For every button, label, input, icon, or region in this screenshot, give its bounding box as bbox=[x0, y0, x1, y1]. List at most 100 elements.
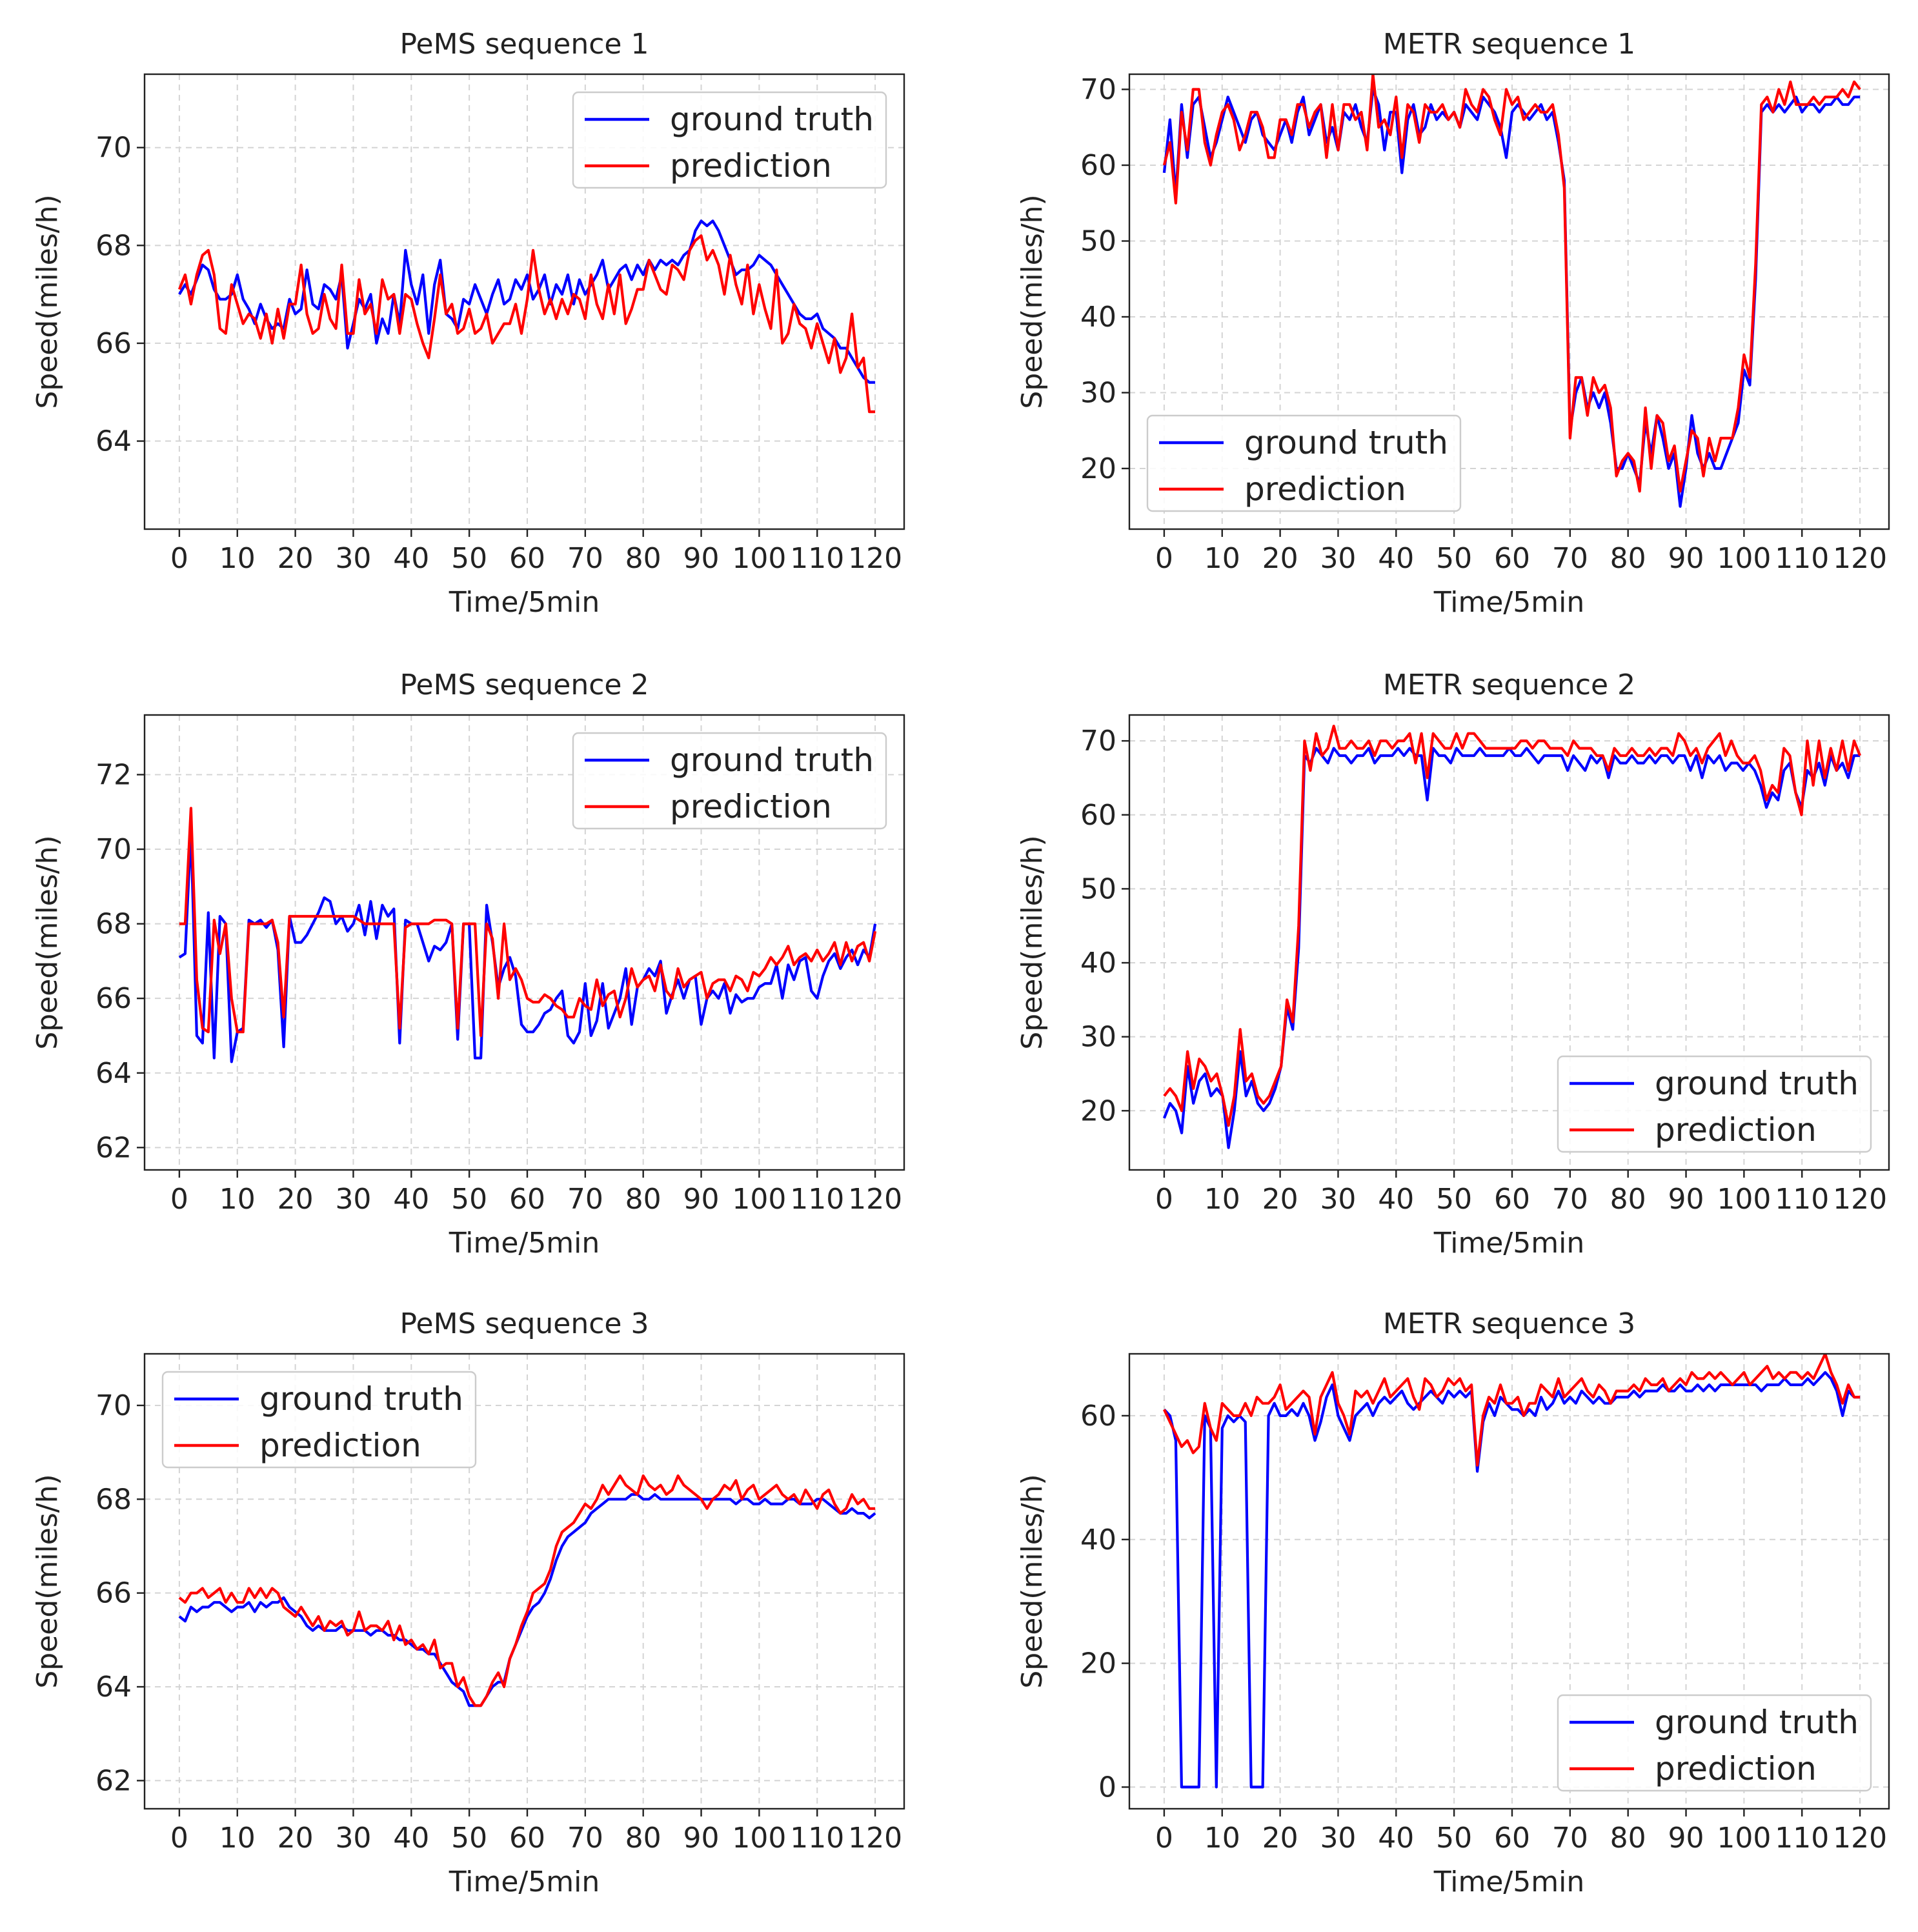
x-tick-label: 10 bbox=[1204, 1183, 1240, 1216]
prediction-line bbox=[1162, 74, 1861, 493]
legend: ground truth prediction bbox=[1557, 1055, 1872, 1153]
y-tick-label: 20 bbox=[1080, 1094, 1116, 1127]
y-axis-label: Speed(miles/h) bbox=[31, 835, 64, 1049]
y-tick-label: 62 bbox=[96, 1764, 132, 1797]
y-tick-label: 64 bbox=[96, 1671, 132, 1704]
x-tick-label: 50 bbox=[1436, 1183, 1472, 1216]
legend: ground truth prediction bbox=[1557, 1694, 1872, 1792]
x-tick-label: 10 bbox=[219, 1822, 256, 1855]
x-tick-label: 100 bbox=[732, 1183, 786, 1216]
x-tick-label: 0 bbox=[1155, 1183, 1173, 1216]
legend-ground-truth-label: ground truth bbox=[1244, 424, 1448, 461]
y-axis-label: Speed(miles/h) bbox=[1016, 194, 1049, 408]
prediction-line bbox=[177, 234, 876, 414]
x-tick-label: 40 bbox=[393, 1183, 429, 1216]
x-tick-label: 40 bbox=[393, 1822, 429, 1855]
x-tick-label: 70 bbox=[1552, 1183, 1588, 1216]
x-tick-label: 20 bbox=[1262, 1183, 1298, 1216]
x-tick-label: 30 bbox=[335, 1183, 371, 1216]
x-tick-label: 100 bbox=[1717, 542, 1771, 575]
x-tick-label: 40 bbox=[1378, 542, 1414, 575]
x-tick-label: 90 bbox=[683, 1822, 720, 1855]
y-tick-label: 60 bbox=[1080, 1400, 1116, 1433]
y-tick-label: 62 bbox=[96, 1131, 132, 1164]
x-tick-label: 120 bbox=[1833, 542, 1887, 575]
x-tick-label: 70 bbox=[1552, 1822, 1588, 1855]
y-tick-label: 50 bbox=[1080, 872, 1116, 905]
y-axis-label: Speed(miles/h) bbox=[1016, 1474, 1049, 1688]
chart-panel-2: 0 10 20 30 40 50 60 70 80 90 100 110 120 20 30 40 50 60 70… bbox=[1016, 28, 1890, 619]
x-tick-label: 110 bbox=[1775, 1822, 1829, 1855]
plot-frame bbox=[143, 73, 905, 530]
x-tick-label: 80 bbox=[1610, 1822, 1646, 1855]
x-tick-label: 110 bbox=[790, 1822, 844, 1855]
y-tick-label: 66 bbox=[96, 982, 132, 1015]
x-tick-label: 0 bbox=[1155, 542, 1173, 575]
x-tick-label: 60 bbox=[509, 542, 545, 575]
y-tick-label: 70 bbox=[96, 132, 132, 165]
y-tick-label: 70 bbox=[1080, 725, 1116, 758]
legend: ground truth prediction bbox=[1146, 414, 1462, 512]
y-tick-label: 68 bbox=[96, 229, 132, 262]
x-tick-label: 20 bbox=[278, 1183, 314, 1216]
x-tick-label: 80 bbox=[625, 1183, 661, 1216]
chart-panel-6: 0 10 20 30 40 50 60 70 80 90 100 110 120 0 20 40 60 METR … bbox=[1016, 1307, 1890, 1898]
x-tick-label: 30 bbox=[1320, 1183, 1356, 1216]
legend-box bbox=[1146, 414, 1462, 512]
y-tick-label: 20 bbox=[1080, 1647, 1116, 1680]
x-tick-label: 40 bbox=[1378, 1183, 1414, 1216]
chart-panel-1: 0 10 20 30 40 50 60 70 80 90 100 110 120 64 66 68 70 PeMS… bbox=[31, 28, 905, 619]
y-tick-label: 64 bbox=[96, 425, 132, 458]
prediction-line bbox=[1163, 725, 1862, 1127]
ground-truth-line bbox=[178, 1493, 876, 1707]
x-tick-label: 90 bbox=[1668, 1822, 1704, 1855]
x-tick-label: 30 bbox=[335, 542, 371, 575]
x-tick-label: 20 bbox=[278, 1822, 314, 1855]
y-tick-label: 70 bbox=[96, 1389, 132, 1422]
legend-prediction-label: prediction bbox=[670, 788, 832, 825]
x-tick-label: 80 bbox=[625, 542, 661, 575]
y-axis-label: Speed(miles/h) bbox=[31, 1474, 64, 1688]
y-tick-label: 40 bbox=[1080, 1524, 1116, 1556]
x-axis-label: Time/5min bbox=[449, 1227, 600, 1260]
legend-ground-truth-label: ground truth bbox=[259, 1380, 463, 1418]
legend-ground-truth-label: ground truth bbox=[1655, 1704, 1859, 1741]
x-tick-label: 10 bbox=[219, 542, 256, 575]
x-tick-label: 20 bbox=[1262, 1822, 1298, 1855]
y-tick-label: 30 bbox=[1080, 377, 1116, 410]
x-tick-label: 10 bbox=[1204, 542, 1240, 575]
y-tick-label: 66 bbox=[96, 327, 132, 360]
x-tick-label: 120 bbox=[848, 542, 902, 575]
x-tick-label: 100 bbox=[1717, 1183, 1771, 1216]
legend: ground truth prediction bbox=[161, 1371, 477, 1469]
y-tick-label: 60 bbox=[1080, 799, 1116, 832]
y-tick-label: 68 bbox=[96, 1483, 132, 1516]
ground-truth-line bbox=[1162, 88, 1861, 508]
x-tick-label: 120 bbox=[1833, 1183, 1887, 1216]
x-tick-label: 70 bbox=[1552, 542, 1588, 575]
legend-prediction-label: prediction bbox=[1655, 1750, 1817, 1787]
x-tick-label: 120 bbox=[848, 1822, 902, 1855]
y-tick-label: 64 bbox=[96, 1057, 132, 1090]
plot-frame bbox=[143, 714, 905, 1171]
legend-ground-truth-label: ground truth bbox=[670, 101, 874, 138]
chart-title: PeMS sequence 1 bbox=[400, 28, 649, 61]
x-tick-label: 90 bbox=[683, 1183, 720, 1216]
legend-prediction-label: prediction bbox=[259, 1427, 421, 1464]
x-tick-label: 50 bbox=[1436, 542, 1472, 575]
x-tick-label: 110 bbox=[790, 1183, 844, 1216]
legend-prediction-label: prediction bbox=[1655, 1111, 1817, 1149]
x-tick-label: 90 bbox=[1668, 1183, 1704, 1216]
x-tick-label: 50 bbox=[451, 1183, 487, 1216]
y-axis-label: Speed(miles/h) bbox=[31, 194, 64, 408]
x-tick-label: 40 bbox=[1378, 1822, 1414, 1855]
x-tick-label: 110 bbox=[1775, 1183, 1829, 1216]
x-tick-label: 50 bbox=[1436, 1822, 1472, 1855]
x-tick-label: 0 bbox=[1155, 1822, 1173, 1855]
ground-truth-line bbox=[178, 829, 877, 1063]
plot-frame bbox=[1128, 1353, 1890, 1810]
y-tick-label: 30 bbox=[1080, 1021, 1116, 1054]
chart-title: PeMS sequence 3 bbox=[400, 1307, 649, 1340]
x-tick-label: 60 bbox=[509, 1822, 545, 1855]
